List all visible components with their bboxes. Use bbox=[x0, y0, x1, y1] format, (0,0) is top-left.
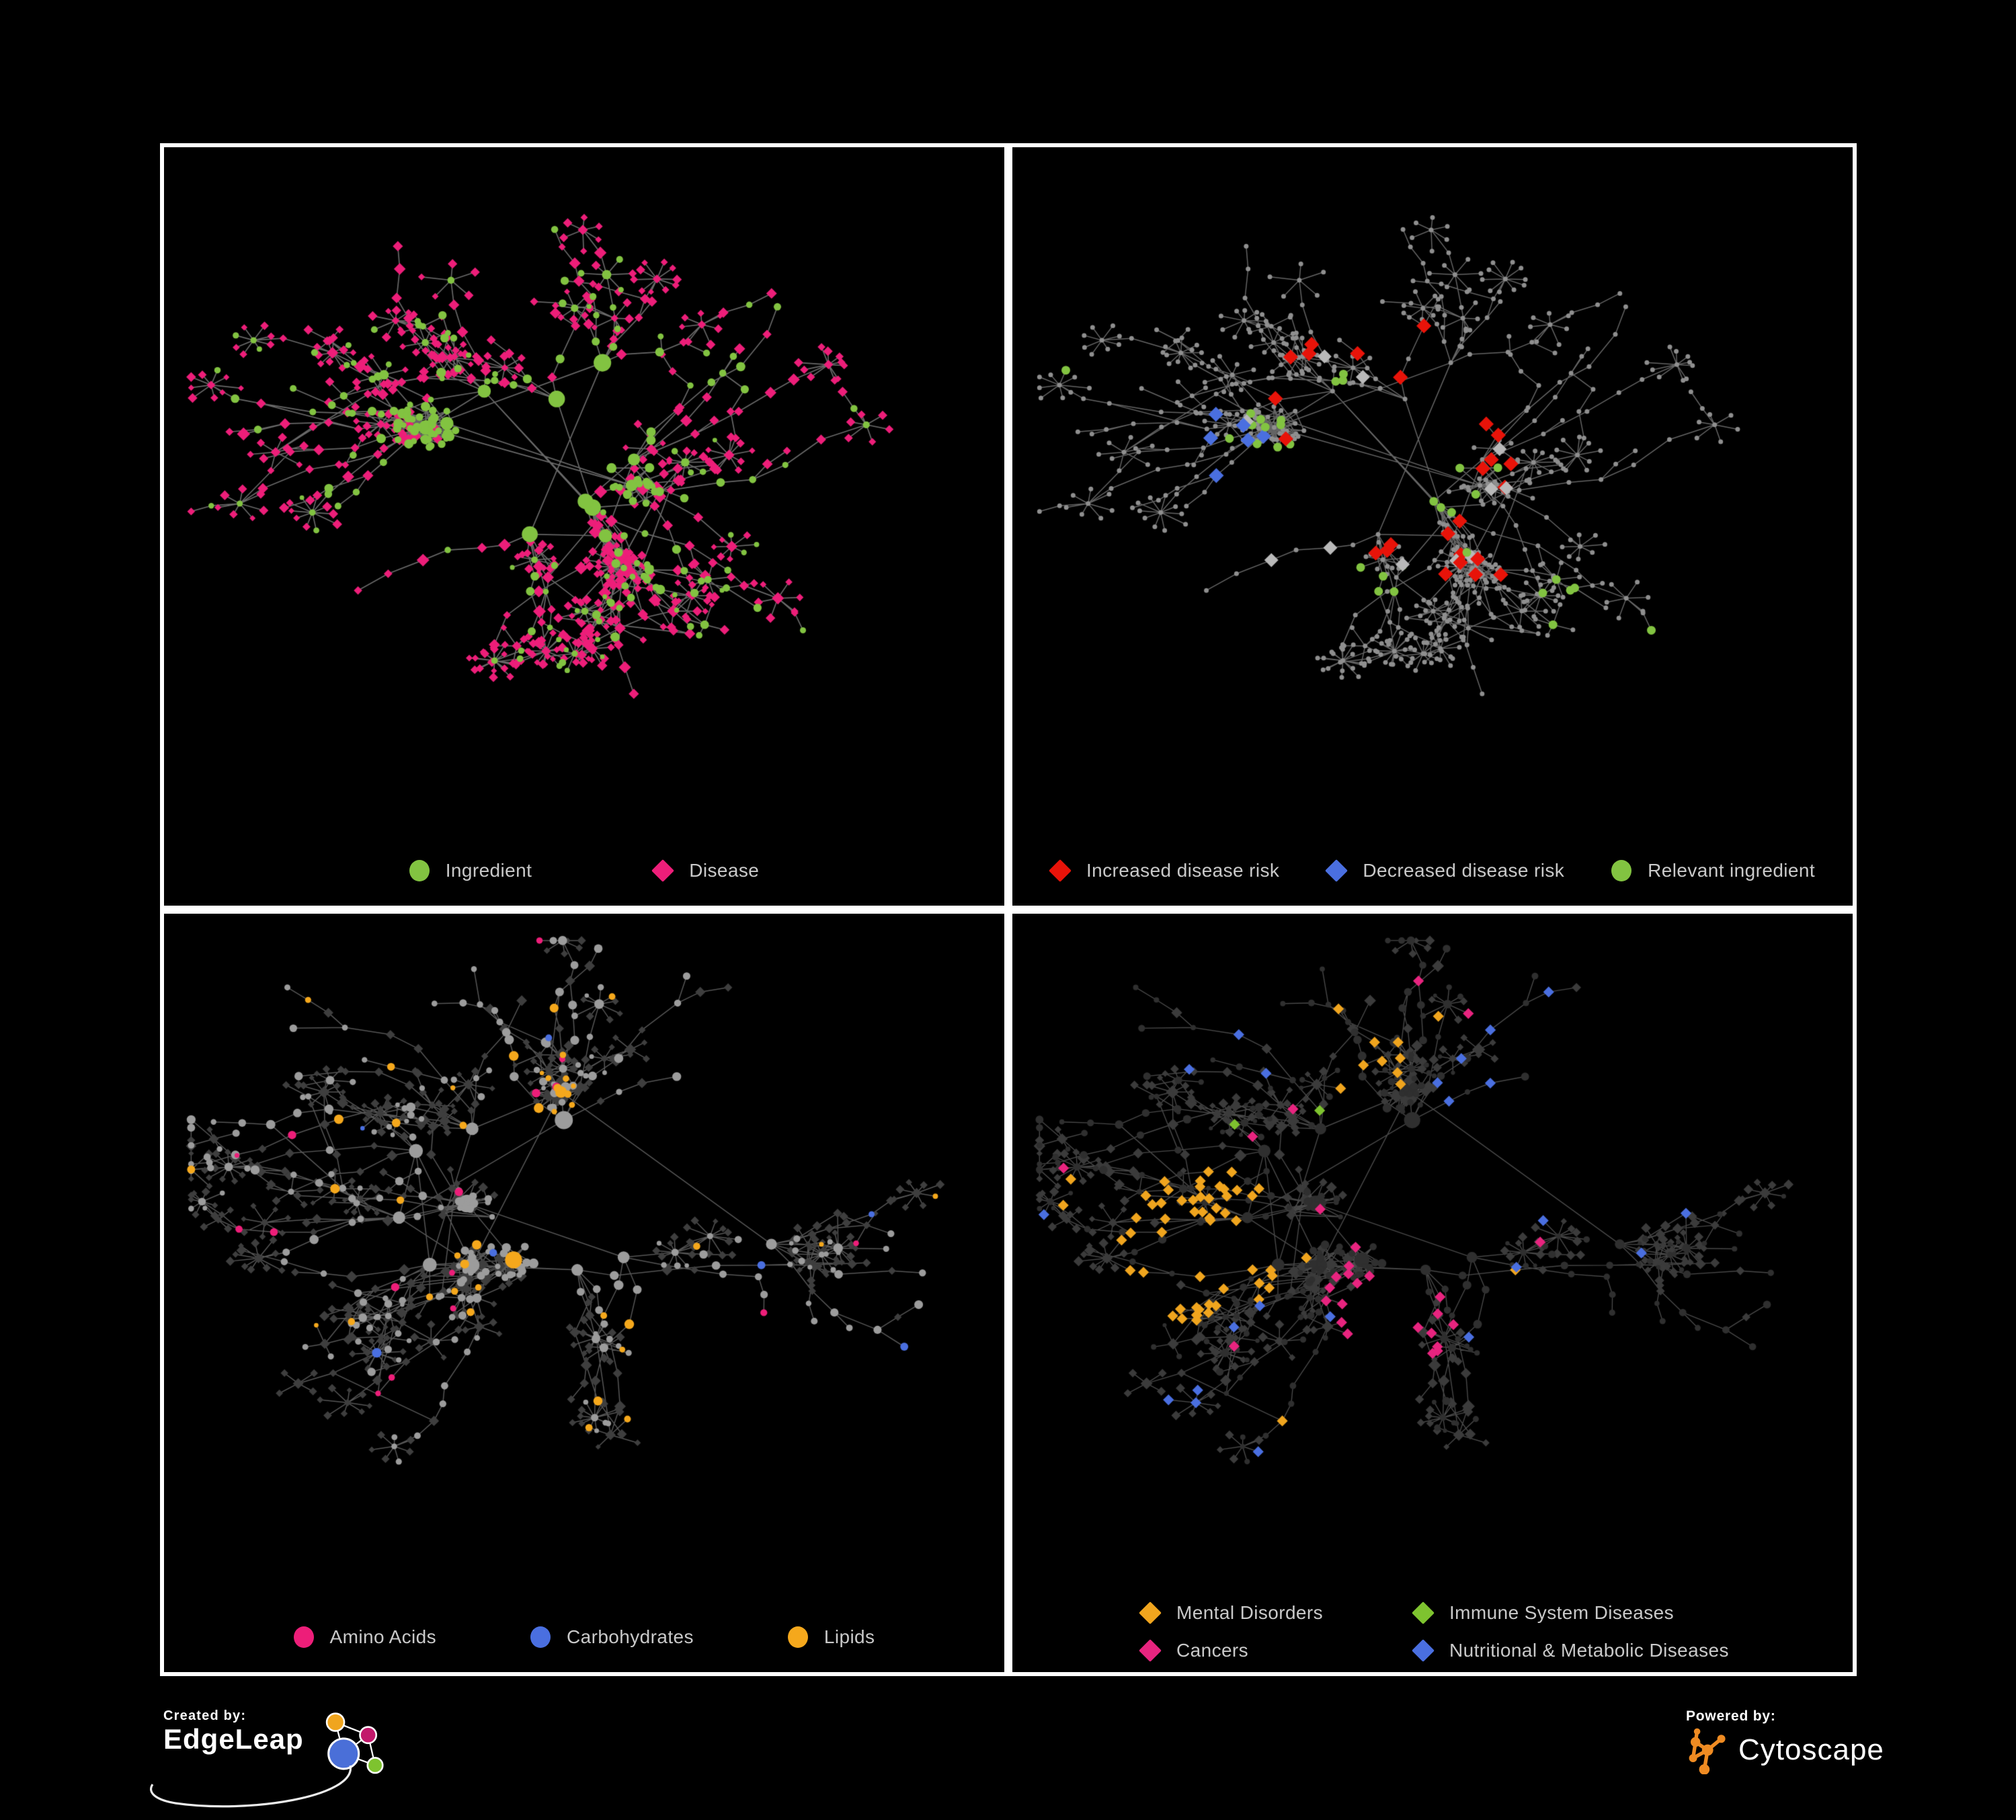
legend-label: Relevant ingredient bbox=[1648, 860, 1816, 881]
legend-item: Increased disease risk bbox=[1048, 859, 1280, 882]
panel-nutrient-classes: Amino Acids Carbohydrates Lipids bbox=[160, 910, 1008, 1676]
legend-item: Disease bbox=[651, 859, 760, 882]
legend-item: Immune System Diseases bbox=[1412, 1601, 1729, 1624]
legend-disease-classes: Mental Disorders Immune System Diseases Ca… bbox=[1020, 1601, 1845, 1662]
powered-by-brand: Powered by: Cytoscape bbox=[1686, 1708, 1884, 1774]
legend-item: Relevant ingredient bbox=[1611, 860, 1815, 881]
panel-disease-risk: Increased disease risk Decreased disease … bbox=[1008, 143, 1857, 910]
legend-label: Nutritional & Metabolic Diseases bbox=[1449, 1640, 1729, 1661]
legend-item: Carbohydrates bbox=[530, 1626, 694, 1648]
legend-item: Decreased disease risk bbox=[1325, 859, 1565, 882]
legend-item: Amino Acids bbox=[293, 1626, 437, 1648]
legend-item: Nutritional & Metabolic Diseases bbox=[1412, 1639, 1729, 1662]
legend-nutrient-classes: Amino Acids Carbohydrates Lipids bbox=[172, 1626, 996, 1648]
legend-diamond-marker-icon bbox=[651, 859, 675, 882]
legend-circle-marker-icon bbox=[293, 1626, 314, 1648]
network-canvas-disease-classes bbox=[1012, 914, 1853, 1672]
legend-label: Decreased disease risk bbox=[1363, 860, 1565, 881]
legend-item: Lipids bbox=[787, 1626, 875, 1648]
cytoscape-logo-icon bbox=[1689, 1728, 1726, 1774]
panel-grid: Ingredient Disease Increased disease risk… bbox=[160, 143, 1857, 1676]
network-canvas-nutrient-classes bbox=[164, 914, 1004, 1672]
legend-diamond-marker-icon bbox=[1412, 1601, 1435, 1624]
edgeleap-logo-icon bbox=[325, 1712, 384, 1774]
network-canvas-disease-risk bbox=[1012, 147, 1853, 906]
legend-label: Cancers bbox=[1176, 1640, 1249, 1661]
legend-label: Increased disease risk bbox=[1086, 860, 1280, 881]
legend-circle-marker-icon bbox=[409, 860, 430, 881]
edgeleap-logo-text: EdgeLeap bbox=[163, 1723, 304, 1755]
legend-diamond-marker-icon bbox=[1139, 1601, 1162, 1624]
powered-by-label: Powered by: bbox=[1686, 1708, 1776, 1724]
legend-diamond-marker-icon bbox=[1139, 1639, 1162, 1662]
legend-circle-marker-icon bbox=[787, 1626, 808, 1648]
legend-diamond-marker-icon bbox=[1325, 859, 1348, 882]
legend-label: Ingredient bbox=[445, 860, 532, 881]
legend-label: Carbohydrates bbox=[567, 1626, 694, 1647]
legend-label: Amino Acids bbox=[329, 1626, 437, 1647]
legend-label: Disease bbox=[689, 860, 760, 881]
legend-disease-risk: Increased disease risk Decreased disease … bbox=[1020, 859, 1845, 882]
created-by-brand: Created by: EdgeLeap bbox=[150, 1708, 393, 1808]
legend-diamond-marker-icon bbox=[1412, 1639, 1435, 1662]
panel-ingredient-disease: Ingredient Disease bbox=[160, 143, 1008, 910]
legend-circle-marker-icon bbox=[1611, 860, 1632, 881]
panel-disease-classes: Mental Disorders Immune System Diseases Ca… bbox=[1008, 910, 1857, 1676]
legend-label: Mental Disorders bbox=[1176, 1602, 1324, 1623]
legend-item: Mental Disorders bbox=[1139, 1601, 1382, 1624]
legend-item: Cancers bbox=[1139, 1639, 1382, 1662]
legend-diamond-marker-icon bbox=[1048, 859, 1072, 882]
created-by-label: Created by: bbox=[163, 1708, 247, 1723]
legend-ingredient-disease: Ingredient Disease bbox=[172, 859, 996, 882]
network-canvas-ingredient-disease bbox=[164, 147, 1004, 906]
cytoscape-logo-text: Cytoscape bbox=[1738, 1733, 1884, 1766]
legend-circle-marker-icon bbox=[530, 1626, 551, 1648]
legend-item: Ingredient bbox=[409, 860, 532, 881]
legend-label: Lipids bbox=[823, 1626, 875, 1647]
legend-label: Immune System Diseases bbox=[1449, 1602, 1675, 1623]
